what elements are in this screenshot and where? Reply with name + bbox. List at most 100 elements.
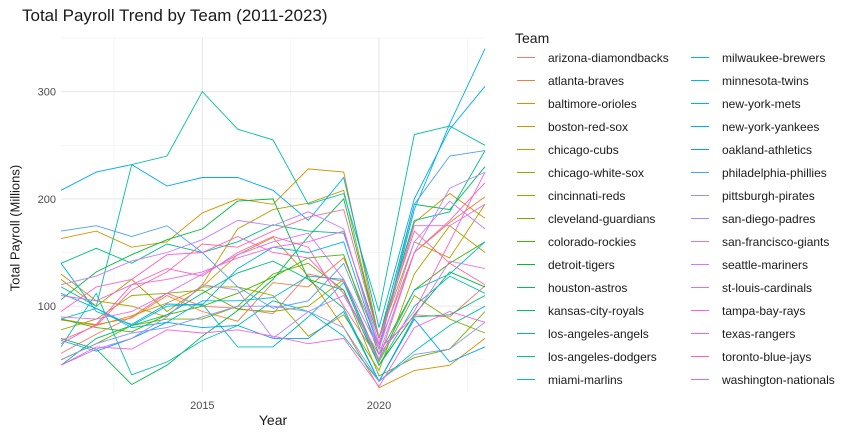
legend-item-pittsburgh-pirates: pittsburgh-pirates	[689, 184, 815, 207]
legend-item-san-francisco-giants: san-francisco-giants	[689, 230, 829, 253]
legend-swatch	[517, 57, 535, 58]
legend-swatch	[691, 80, 709, 81]
legend-item-tampa-bay-rays: tampa-bay-rays	[689, 299, 805, 322]
legend-label: oakland-athletics	[722, 142, 813, 157]
legend-title: Team	[515, 30, 550, 46]
series-lines	[60, 48, 486, 389]
legend-label: pittsburgh-pirates	[722, 188, 815, 203]
legend-swatch	[517, 195, 535, 196]
legend-item-milwaukee-brewers: milwaukee-brewers	[689, 46, 825, 69]
legend-label: seattle-mariners	[722, 257, 809, 272]
legend-item-los-angeles-angels: los-angeles-angels	[515, 322, 649, 345]
legend-label: san-diego-padres	[722, 211, 816, 226]
series-line-washington-nationals	[60, 209, 486, 341]
legend-label: cincinnati-reds	[548, 188, 626, 203]
x-tick-label: 2020	[367, 400, 391, 412]
legend-item-colorado-rockies: colorado-rockies	[515, 230, 636, 253]
legend-label: tampa-bay-rays	[722, 303, 806, 318]
legend-swatch	[691, 356, 709, 357]
legend-label: texas-rangers	[722, 326, 796, 341]
legend-swatch	[517, 264, 535, 265]
legend-swatch	[691, 333, 709, 334]
series-line-miami-marlins	[60, 292, 486, 382]
legend-label: los-angeles-angels	[548, 326, 649, 341]
legend-swatch	[517, 172, 535, 173]
legend-label: los-angeles-dodgers	[548, 349, 657, 364]
series-line-minnesota-twins	[60, 241, 486, 361]
y-axis-label: Total Payroll (Millions)	[7, 164, 23, 292]
legend-swatch	[517, 80, 535, 81]
legend-swatch	[517, 241, 535, 242]
legend-label: houston-astros	[548, 280, 628, 295]
x-tick-label: 2015	[190, 400, 214, 412]
series-line-los-angeles-dodgers	[60, 90, 486, 312]
legend-item-cincinnati-reds: cincinnati-reds	[515, 184, 625, 207]
legend-swatch	[691, 126, 709, 127]
legend-item-toronto-blue-jays: toronto-blue-jays	[689, 345, 811, 368]
legend-item-boston-red-sox: boston-red-sox	[515, 115, 628, 138]
series-line-detroit-tigers	[60, 198, 486, 367]
legend-item-san-diego-padres: san-diego-padres	[689, 207, 815, 230]
legend-swatch	[517, 126, 535, 127]
legend-swatch	[517, 379, 535, 380]
series-line-milwaukee-brewers	[60, 275, 486, 367]
y-tick-label: 100	[38, 301, 56, 313]
x-axis-label: Year	[258, 412, 288, 428]
legend-item-miami-marlins: miami-marlins	[515, 368, 623, 391]
legend: Team arizona-diamondbacks atlanta-braves b…	[515, 30, 835, 387]
legend-item-texas-rangers: texas-rangers	[689, 322, 795, 345]
legend-label: boston-red-sox	[548, 119, 629, 134]
legend-swatch	[691, 149, 709, 150]
legend-label: milwaukee-brewers	[722, 50, 826, 65]
legend-swatch	[691, 218, 709, 219]
legend-item-seattle-mariners: seattle-mariners	[689, 253, 808, 276]
series-line-los-angeles-angels	[60, 150, 486, 340]
series-line-seattle-mariners	[60, 232, 486, 350]
series-line-new-york-yankees	[60, 86, 486, 328]
legend-label: st-louis-cardinals	[722, 280, 813, 295]
legend-item-st-louis-cardinals: st-louis-cardinals	[689, 276, 812, 299]
legend-label: chicago-white-sox	[548, 165, 645, 180]
legend-item-washington-nationals: washington-nationals	[689, 368, 835, 391]
legend-item-atlanta-braves: atlanta-braves	[515, 69, 624, 92]
legend-swatch	[517, 356, 535, 357]
legend-swatch	[517, 103, 535, 104]
legend-label: arizona-diamondbacks	[548, 50, 669, 65]
legend-label: detroit-tigers	[548, 257, 615, 272]
legend-label: atlanta-braves	[548, 73, 625, 88]
series-line-philadelphia-phillies	[60, 150, 486, 351]
series-line-cincinnati-reds	[60, 278, 486, 364]
legend-item-chicago-cubs: chicago-cubs	[515, 138, 619, 161]
legend-label: new-york-yankees	[722, 119, 820, 134]
legend-swatch	[517, 149, 535, 150]
legend-item-oakland-athletics: oakland-athletics	[689, 138, 812, 161]
y-tick-label: 300	[38, 87, 56, 99]
legend-item-chicago-white-sox: chicago-white-sox	[515, 161, 644, 184]
legend-item-los-angeles-dodgers: los-angeles-dodgers	[515, 345, 657, 368]
legend-label: toronto-blue-jays	[722, 349, 812, 364]
legend-label: san-francisco-giants	[722, 234, 830, 249]
legend-label: miami-marlins	[548, 372, 623, 387]
legend-swatch	[691, 103, 709, 104]
legend-swatch	[517, 310, 535, 311]
series-line-pittsburgh-pirates	[60, 305, 486, 382]
legend-label: cleveland-guardians	[548, 211, 656, 226]
y-tick-label: 200	[38, 194, 56, 206]
legend-item-cleveland-guardians: cleveland-guardians	[515, 207, 655, 230]
legend-item-baltimore-orioles: baltimore-orioles	[515, 92, 637, 115]
series-line-boston-red-sox	[60, 168, 486, 339]
legend-swatch	[517, 287, 535, 288]
series-line-baltimore-orioles	[60, 236, 486, 389]
legend-swatch	[691, 287, 709, 288]
legend-item-philadelphia-phillies: philadelphia-phillies	[689, 161, 827, 184]
legend-label: washington-nationals	[722, 372, 835, 387]
legend-label: philadelphia-phillies	[722, 165, 827, 180]
legend-swatch	[691, 310, 709, 311]
series-line-texas-rangers	[60, 171, 486, 356]
legend-item-arizona-diamondbacks: arizona-diamondbacks	[515, 46, 669, 69]
legend-item-new-york-yankees: new-york-yankees	[689, 115, 819, 138]
legend-swatch	[691, 379, 709, 380]
legend-swatch	[691, 264, 709, 265]
